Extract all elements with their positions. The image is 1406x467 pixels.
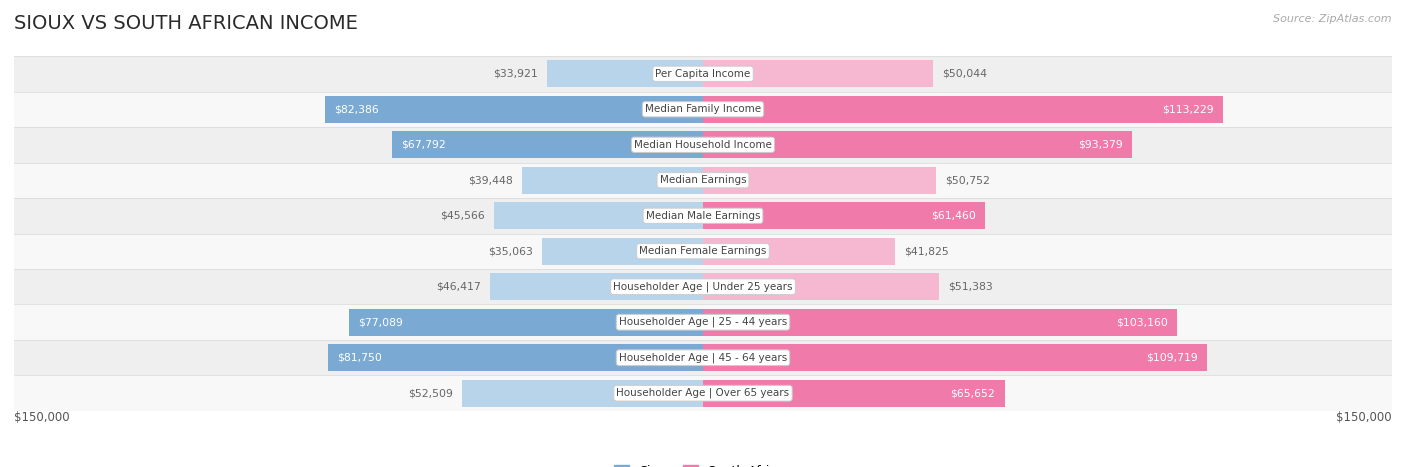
Bar xyxy=(461,380,703,406)
Text: $103,160: $103,160 xyxy=(1116,317,1167,327)
Text: $109,719: $109,719 xyxy=(1146,353,1198,363)
Bar xyxy=(703,309,1177,335)
Bar xyxy=(14,269,1392,304)
Text: $150,000: $150,000 xyxy=(14,411,70,424)
Bar xyxy=(325,96,703,123)
Bar xyxy=(703,203,986,229)
Text: $45,566: $45,566 xyxy=(440,211,485,221)
Bar xyxy=(547,60,703,87)
Text: SIOUX VS SOUTH AFRICAN INCOME: SIOUX VS SOUTH AFRICAN INCOME xyxy=(14,14,359,33)
Legend: Sioux, South African: Sioux, South African xyxy=(609,460,797,467)
Bar xyxy=(14,375,1392,411)
Text: Median Male Earnings: Median Male Earnings xyxy=(645,211,761,221)
Text: Median Female Earnings: Median Female Earnings xyxy=(640,246,766,256)
Text: $39,448: $39,448 xyxy=(468,175,513,185)
Bar xyxy=(392,132,703,158)
Text: Source: ZipAtlas.com: Source: ZipAtlas.com xyxy=(1274,14,1392,24)
Bar xyxy=(14,56,1392,92)
Bar xyxy=(703,274,939,300)
Bar xyxy=(14,163,1392,198)
Bar xyxy=(703,345,1206,371)
Bar xyxy=(703,60,932,87)
Bar xyxy=(703,132,1132,158)
Text: Median Earnings: Median Earnings xyxy=(659,175,747,185)
Text: $113,229: $113,229 xyxy=(1163,104,1213,114)
Text: $61,460: $61,460 xyxy=(931,211,976,221)
Bar xyxy=(489,274,703,300)
Bar xyxy=(703,96,1223,123)
Text: $82,386: $82,386 xyxy=(333,104,378,114)
Bar xyxy=(14,92,1392,127)
Text: $33,921: $33,921 xyxy=(494,69,538,79)
Text: $67,792: $67,792 xyxy=(401,140,446,150)
Bar xyxy=(14,198,1392,234)
Text: $41,825: $41,825 xyxy=(904,246,949,256)
Text: $65,652: $65,652 xyxy=(950,388,995,398)
Text: Householder Age | Under 25 years: Householder Age | Under 25 years xyxy=(613,282,793,292)
Bar xyxy=(703,238,896,264)
Text: Householder Age | 45 - 64 years: Householder Age | 45 - 64 years xyxy=(619,353,787,363)
Bar xyxy=(522,167,703,193)
Bar xyxy=(703,167,936,193)
Text: $35,063: $35,063 xyxy=(488,246,533,256)
Bar xyxy=(14,340,1392,375)
Text: Per Capita Income: Per Capita Income xyxy=(655,69,751,79)
Bar xyxy=(349,309,703,335)
Bar xyxy=(14,234,1392,269)
Text: $93,379: $93,379 xyxy=(1078,140,1123,150)
Text: Median Household Income: Median Household Income xyxy=(634,140,772,150)
Text: $51,383: $51,383 xyxy=(948,282,993,292)
Bar xyxy=(14,127,1392,163)
Text: Householder Age | Over 65 years: Householder Age | Over 65 years xyxy=(616,388,790,398)
Text: $52,509: $52,509 xyxy=(408,388,453,398)
Text: $77,089: $77,089 xyxy=(359,317,404,327)
Text: $50,044: $50,044 xyxy=(942,69,987,79)
Text: $46,417: $46,417 xyxy=(436,282,481,292)
Bar xyxy=(494,203,703,229)
Text: Householder Age | 25 - 44 years: Householder Age | 25 - 44 years xyxy=(619,317,787,327)
Text: $81,750: $81,750 xyxy=(336,353,381,363)
Text: $150,000: $150,000 xyxy=(1336,411,1392,424)
Bar xyxy=(328,345,703,371)
Bar xyxy=(14,304,1392,340)
Bar xyxy=(703,380,1004,406)
Text: $50,752: $50,752 xyxy=(945,175,990,185)
Bar xyxy=(541,238,703,264)
Text: Median Family Income: Median Family Income xyxy=(645,104,761,114)
